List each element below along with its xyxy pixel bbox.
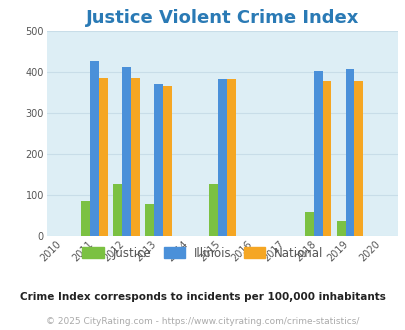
Bar: [313, 71, 322, 236]
Title: Justice Violent Crime Index: Justice Violent Crime Index: [85, 9, 358, 27]
Bar: [322, 81, 330, 236]
Bar: [208, 184, 217, 236]
Text: Crime Index corresponds to incidents per 100,000 inhabitants: Crime Index corresponds to incidents per…: [20, 292, 385, 302]
Bar: [162, 86, 171, 236]
Bar: [81, 201, 90, 236]
Bar: [345, 69, 354, 236]
Bar: [153, 84, 162, 236]
Legend: Justice, Illinois, National: Justice, Illinois, National: [82, 247, 323, 260]
Bar: [90, 61, 99, 236]
Bar: [354, 81, 362, 236]
Bar: [122, 67, 131, 236]
Bar: [99, 78, 108, 236]
Bar: [304, 212, 313, 236]
Bar: [113, 184, 122, 236]
Bar: [217, 79, 226, 236]
Bar: [226, 79, 235, 236]
Text: © 2025 CityRating.com - https://www.cityrating.com/crime-statistics/: © 2025 CityRating.com - https://www.city…: [46, 317, 359, 326]
Bar: [336, 221, 345, 236]
Bar: [131, 78, 140, 236]
Bar: [145, 204, 153, 236]
